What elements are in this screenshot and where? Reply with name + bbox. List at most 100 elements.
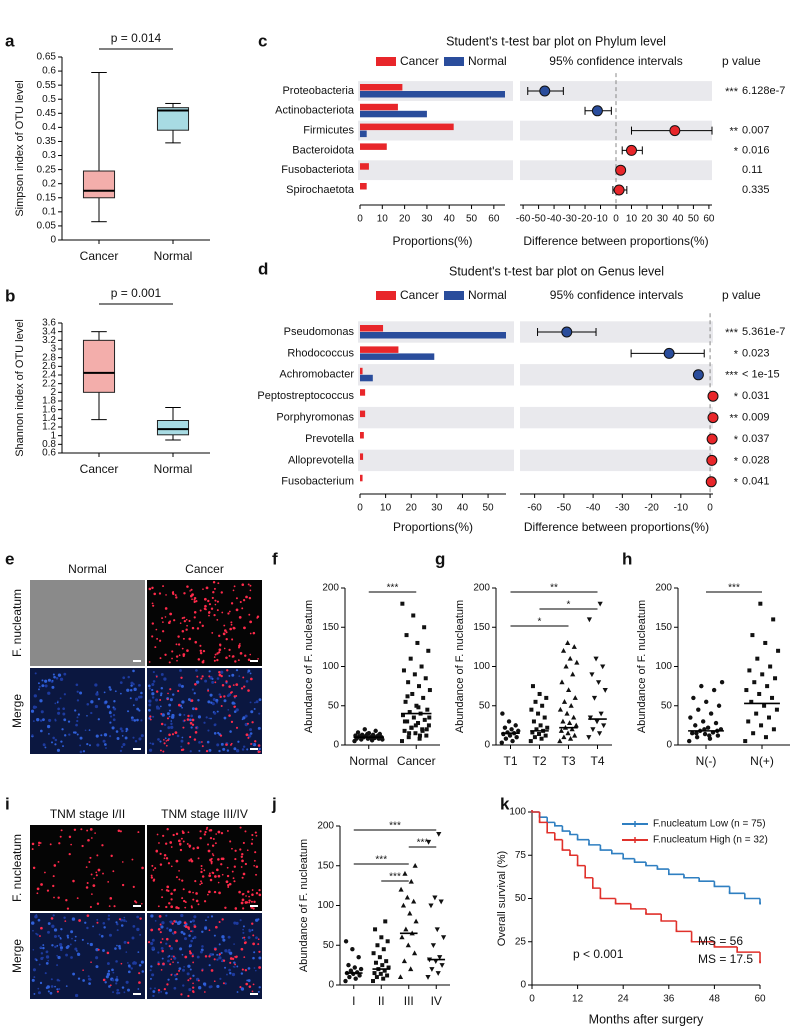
bar	[360, 410, 366, 418]
nucleus-stain	[149, 977, 152, 980]
bar	[360, 453, 364, 460]
data-point	[371, 979, 375, 984]
nucleus-stain	[160, 673, 164, 676]
data-point	[417, 736, 422, 741]
bacteria-stain	[221, 873, 224, 876]
bacteria-stain	[214, 681, 217, 684]
nucleus-stain	[75, 723, 78, 727]
nucleus-stain	[166, 927, 169, 930]
nucleus-stain	[115, 982, 118, 985]
row-band	[358, 406, 514, 429]
bacteria-stain	[231, 957, 235, 961]
survival-step	[660, 918, 677, 922]
nucleus-stain	[216, 743, 220, 747]
data-point	[348, 968, 354, 973]
nucleus-stain	[151, 973, 155, 977]
bacteria-stain	[235, 955, 238, 958]
y-tick-label: 2.8	[42, 352, 56, 363]
bacteria-stain	[53, 864, 57, 867]
data-point	[567, 735, 574, 741]
bacteria-stain	[251, 833, 254, 837]
nucleus-stain	[79, 750, 83, 754]
nucleus-stain	[42, 718, 45, 722]
bacteria-stain	[177, 643, 181, 646]
bacteria-stain	[207, 689, 210, 692]
nucleus-stain	[103, 926, 106, 929]
p-value: 0.007	[742, 125, 770, 137]
bacteria-stain	[182, 840, 185, 843]
category-label: Bacteroidota	[292, 144, 355, 156]
bacteria-stain	[80, 828, 83, 831]
bacteria-stain	[243, 685, 246, 688]
bacteria-stain	[221, 857, 225, 861]
bacteria-stain	[238, 644, 241, 648]
x-tick-label: 20	[399, 214, 411, 225]
nucleus-stain	[165, 991, 168, 995]
survival-step	[561, 848, 570, 851]
survival-step	[554, 823, 563, 827]
nucleus-stain	[157, 991, 160, 994]
nucleus-stain	[33, 992, 36, 995]
bacteria-stain	[184, 906, 187, 909]
x-tick-label: 12	[572, 994, 584, 1005]
nucleus-stain	[160, 946, 164, 950]
panel-label: e	[5, 549, 14, 568]
nucleus-stain	[210, 717, 212, 720]
bacteria-stain	[231, 870, 234, 873]
bacteria-stain	[222, 982, 225, 985]
nucleus-stain	[44, 684, 48, 688]
nucleus-stain	[148, 699, 152, 703]
data-point	[385, 973, 390, 978]
bacteria-stain	[190, 905, 193, 908]
nucleus-stain	[75, 683, 79, 687]
bacteria-stain	[86, 881, 89, 884]
data-point	[595, 680, 602, 685]
difference-point	[705, 476, 717, 488]
nucleus-stain	[170, 725, 174, 729]
bacteria-stain	[192, 847, 195, 850]
bacteria-stain	[255, 891, 259, 895]
bacteria-stain	[76, 897, 79, 900]
bacteria-stain	[97, 948, 100, 951]
p-value: 5.361e-7	[742, 326, 785, 338]
nucleus-stain	[54, 985, 56, 988]
bacteria-stain	[191, 723, 195, 726]
bacteria-stain	[250, 842, 253, 845]
nucleus-stain	[216, 701, 219, 704]
nucleus-stain	[32, 705, 37, 709]
nucleus-stain	[130, 967, 133, 970]
nucleus-stain	[63, 672, 67, 676]
nucleus-stain	[79, 691, 83, 695]
bacteria-stain	[168, 945, 171, 948]
nucleus-stain	[247, 979, 251, 983]
bacteria-stain	[50, 917, 54, 920]
nucleus-stain	[77, 977, 81, 980]
data-point	[403, 926, 409, 932]
bacteria-stain	[53, 896, 55, 899]
bacteria-stain	[190, 859, 194, 863]
nucleus-stain	[253, 708, 256, 710]
x-tick-label: IV	[431, 994, 442, 1008]
bacteria-stain	[108, 905, 111, 908]
nucleus-stain	[170, 722, 173, 726]
y-tick-label: 0	[666, 740, 672, 751]
bacteria-stain	[218, 953, 221, 956]
bacteria-stain	[241, 583, 244, 587]
y-tick-label: 2.2	[42, 378, 56, 389]
bacteria-stain	[249, 620, 253, 624]
data-point	[514, 734, 519, 740]
nucleus-stain	[77, 713, 80, 716]
bacteria-stain	[212, 581, 216, 584]
bacteria-stain	[188, 637, 192, 641]
bacteria-stain	[183, 619, 187, 623]
bacteria-stain	[87, 838, 90, 842]
survival-step	[614, 901, 631, 905]
nucleus-stain	[208, 717, 211, 720]
nucleus-stain	[159, 705, 162, 708]
bacteria-stain	[192, 891, 194, 894]
data-point	[355, 730, 361, 735]
bacteria-stain	[199, 837, 202, 840]
bacteria-stain	[171, 650, 174, 653]
nucleus-stain	[240, 987, 245, 991]
bacteria-stain	[221, 918, 224, 921]
